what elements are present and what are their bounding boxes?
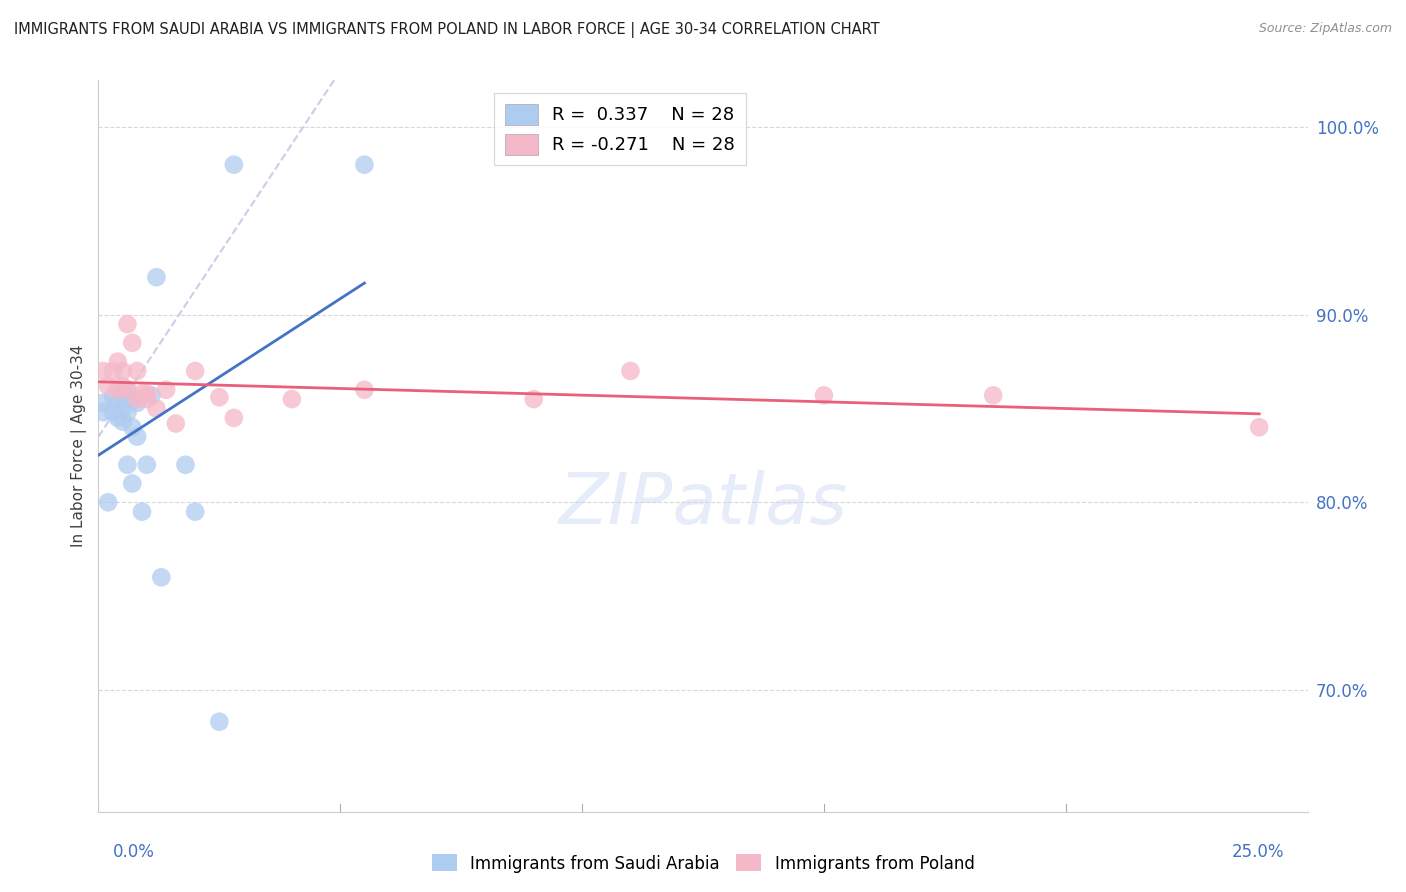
Point [150, 570, 173, 584]
Point [222, 410, 245, 425]
Point [121, 335, 143, 350]
Point [101, 364, 124, 378]
Point [135, 392, 157, 406]
Point [111, 364, 134, 378]
Point [981, 388, 1004, 402]
Point [97, 379, 120, 393]
Point [111, 415, 134, 429]
Point [619, 364, 641, 378]
Point [135, 458, 157, 472]
Point [97, 495, 120, 509]
Point [117, 383, 139, 397]
Point [121, 392, 143, 406]
Point [165, 417, 187, 431]
Legend: R =  0.337    N = 28, R = -0.271    N = 28: R = 0.337 N = 28, R = -0.271 N = 28 [495, 93, 745, 165]
Point [101, 390, 124, 404]
Point [281, 392, 304, 406]
Point [353, 383, 375, 397]
Point [127, 429, 149, 443]
Point [107, 410, 129, 425]
Point [208, 390, 231, 404]
Point [141, 388, 163, 402]
Point [107, 396, 129, 410]
Point [184, 505, 207, 519]
Point [91, 396, 114, 410]
Point [184, 364, 207, 378]
Point [131, 386, 153, 401]
Point [127, 364, 149, 378]
Point [117, 458, 139, 472]
Point [111, 386, 134, 401]
Point [111, 401, 134, 416]
Point [145, 270, 167, 285]
Point [117, 405, 139, 419]
Point [107, 354, 129, 368]
Point [1249, 420, 1271, 434]
Point [91, 364, 114, 378]
Point [155, 383, 177, 397]
Point [222, 158, 245, 172]
Point [208, 714, 231, 729]
Point [111, 379, 134, 393]
Point [101, 405, 124, 419]
Point [127, 392, 149, 406]
Point [121, 420, 143, 434]
Point [127, 396, 149, 410]
Point [523, 392, 546, 406]
Point [107, 383, 129, 397]
Point [353, 158, 375, 172]
Point [145, 401, 167, 416]
Point [117, 383, 139, 397]
Point [174, 458, 197, 472]
Text: Source: ZipAtlas.com: Source: ZipAtlas.com [1258, 22, 1392, 36]
Point [117, 317, 139, 331]
Point [121, 476, 143, 491]
Point [813, 388, 835, 402]
Legend: Immigrants from Saudi Arabia, Immigrants from Poland: Immigrants from Saudi Arabia, Immigrants… [425, 847, 981, 880]
Text: 0.0%: 0.0% [112, 843, 155, 861]
Text: ZIPatlas: ZIPatlas [558, 470, 848, 539]
Text: 25.0%: 25.0% [1232, 843, 1285, 861]
Point [135, 386, 157, 401]
Y-axis label: In Labor Force | Age 30-34: In Labor Force | Age 30-34 [72, 344, 87, 548]
Point [131, 505, 153, 519]
Point [91, 405, 114, 419]
Text: IMMIGRANTS FROM SAUDI ARABIA VS IMMIGRANTS FROM POLAND IN LABOR FORCE | AGE 30-3: IMMIGRANTS FROM SAUDI ARABIA VS IMMIGRAN… [14, 22, 880, 38]
